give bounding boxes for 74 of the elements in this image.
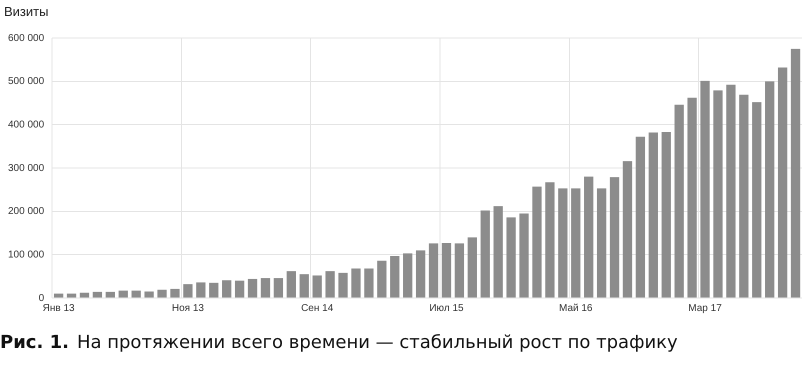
bar [106, 292, 115, 298]
x-tick-label: Янв 13 [42, 302, 76, 314]
bar [713, 90, 723, 298]
bar [80, 292, 90, 298]
bar [687, 98, 697, 298]
bar [325, 271, 335, 298]
bar [790, 48, 800, 298]
bar [118, 290, 128, 298]
bar [403, 253, 412, 298]
bar [66, 294, 76, 298]
bar [196, 282, 206, 298]
bar [648, 132, 658, 298]
bar [183, 284, 193, 298]
bar [778, 67, 788, 298]
y-tick-label: 100 000 [8, 249, 45, 260]
bar [494, 206, 503, 298]
bar [144, 292, 154, 298]
bar [222, 280, 232, 298]
bar [428, 243, 438, 298]
bar [558, 188, 568, 298]
y-tick-label: 500 000 [8, 76, 45, 88]
text: На протяжении всего времени — стабильный рост по трафику [76, 332, 678, 353]
bar [442, 242, 452, 298]
bar [662, 132, 671, 298]
bar [260, 278, 270, 298]
y-axis-title: Визиты [4, 4, 48, 20]
bar [506, 217, 516, 298]
y-tick-label: 400 000 [8, 119, 45, 130]
y-tick-label: 300 000 [8, 162, 45, 174]
bar [636, 136, 646, 298]
bar [54, 294, 64, 298]
bar [416, 250, 426, 298]
bar [596, 188, 606, 298]
x-tick-label: Ноя 13 [172, 302, 204, 314]
x-tick-label: Июл 15 [429, 302, 464, 314]
y-tick-label: 200 000 [8, 206, 45, 218]
bar [248, 278, 258, 298]
text: Рис. 1. [0, 332, 69, 353]
bar [532, 186, 542, 298]
bar [390, 256, 400, 298]
bar [209, 282, 218, 298]
bar [300, 274, 309, 298]
bar [674, 104, 684, 298]
bar [312, 275, 322, 298]
bar [622, 161, 632, 298]
bar [468, 237, 477, 298]
bar [92, 292, 102, 298]
bar [610, 177, 620, 298]
bar [480, 210, 490, 298]
bar [132, 290, 141, 298]
bar [739, 94, 748, 298]
bar [726, 84, 736, 298]
bar [234, 280, 244, 298]
y-tick-label: 600 000 [8, 32, 45, 44]
y-tick-label: 0 [38, 292, 45, 304]
bar [752, 102, 762, 298]
bar [351, 268, 361, 298]
bar [545, 182, 555, 298]
x-tick-label: Сен 14 [301, 302, 334, 314]
bar [700, 80, 710, 298]
bar [454, 243, 464, 298]
bar [519, 214, 529, 298]
x-tick-label: Май 16 [559, 302, 593, 314]
bar [286, 271, 296, 298]
bar [584, 176, 594, 298]
bar [377, 260, 386, 298]
bar [765, 81, 774, 298]
bar [571, 188, 580, 298]
bar [274, 278, 284, 298]
bar [338, 272, 348, 298]
x-tick-label: Мар 17 [688, 302, 722, 314]
bar [170, 288, 180, 298]
bar [157, 290, 167, 298]
bar [364, 268, 374, 298]
